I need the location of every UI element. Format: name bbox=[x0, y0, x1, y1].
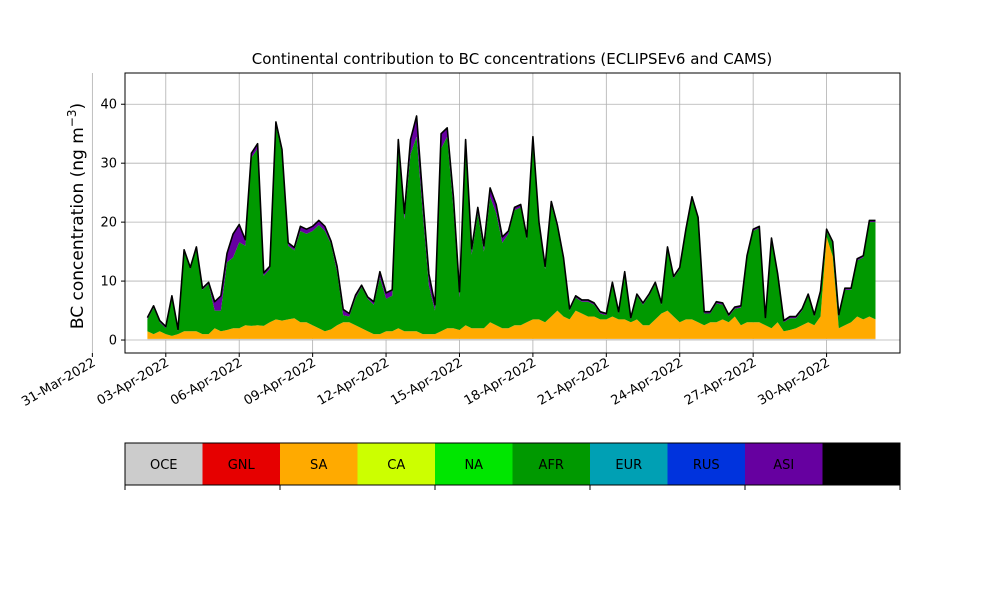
legend-frame bbox=[124, 442, 901, 486]
legend-label-afr: AFR bbox=[539, 458, 564, 473]
legend-label-ca: CA bbox=[387, 458, 405, 473]
legend-label-oce: OCE bbox=[150, 458, 178, 473]
y-tick-label: 30 bbox=[100, 157, 117, 172]
legend-swatch-ca bbox=[357, 443, 435, 485]
area-layers bbox=[146, 115, 876, 340]
x-tick-label: 24-Apr-2022 bbox=[609, 355, 686, 408]
x-tick-label: 09-Apr-2022 bbox=[242, 355, 319, 408]
y-axis-label: BC concentration (ng m−3) bbox=[65, 103, 88, 329]
x-tick-label: 06-Apr-2022 bbox=[168, 355, 245, 408]
y-tick-label: 0 bbox=[109, 334, 117, 349]
area-series-sa bbox=[147, 236, 876, 339]
legend-swatch-oce bbox=[125, 443, 203, 485]
plot-frame bbox=[124, 72, 901, 354]
x-tick-label: 15-Apr-2022 bbox=[388, 355, 465, 408]
y-axis-label-close: ) bbox=[68, 103, 88, 110]
total-outline bbox=[146, 115, 876, 331]
area-series-afr bbox=[147, 124, 876, 336]
y-axis-label-unit-exponent: −3 bbox=[65, 109, 79, 127]
legend-swatch-aus bbox=[822, 443, 900, 485]
legend-swatch-gnl bbox=[202, 443, 280, 485]
legend-swatch-na bbox=[435, 443, 513, 485]
x-tick-label: 31-Mar-2022 bbox=[19, 355, 98, 409]
legend-swatch-asi bbox=[745, 443, 823, 485]
x-tick-label: 21-Apr-2022 bbox=[535, 355, 612, 408]
legend-label-na: NA bbox=[464, 458, 483, 473]
legend-swatch-eur bbox=[590, 443, 668, 485]
y-tick-label: 20 bbox=[100, 216, 117, 231]
legend-label-rus: RUS bbox=[693, 458, 720, 473]
legend-label-sa: SA bbox=[310, 458, 327, 473]
legend-label-eur: EUR bbox=[615, 458, 642, 473]
y-tick-label: 40 bbox=[100, 98, 117, 113]
x-tick-label: 27-Apr-2022 bbox=[682, 355, 759, 408]
area-series-oce bbox=[147, 338, 876, 340]
x-tick-label: 03-Apr-2022 bbox=[95, 355, 172, 408]
x-tick-label: 12-Apr-2022 bbox=[315, 355, 392, 408]
chart-title: Continental contribution to BC concentra… bbox=[252, 50, 773, 68]
legend-label-gnl: GNL bbox=[228, 458, 256, 473]
y-axis-label-text: BC concentration (ng m bbox=[68, 127, 88, 329]
x-tick-label: 30-Apr-2022 bbox=[755, 355, 832, 408]
y-tick-label: 10 bbox=[100, 275, 117, 290]
legend-swatch-afr bbox=[512, 443, 590, 485]
legend-swatch-sa bbox=[280, 443, 358, 485]
area-series-asi bbox=[147, 116, 876, 332]
legend-label-asi: ASI bbox=[773, 458, 794, 473]
x-tick-label: 18-Apr-2022 bbox=[462, 355, 539, 408]
legend-label-aus: AUS bbox=[848, 458, 875, 473]
legend: OCE GNL SA CA NA AFR EUR RUS ASI AUS bbox=[124, 442, 901, 490]
legend-swatch-rus bbox=[667, 443, 745, 485]
